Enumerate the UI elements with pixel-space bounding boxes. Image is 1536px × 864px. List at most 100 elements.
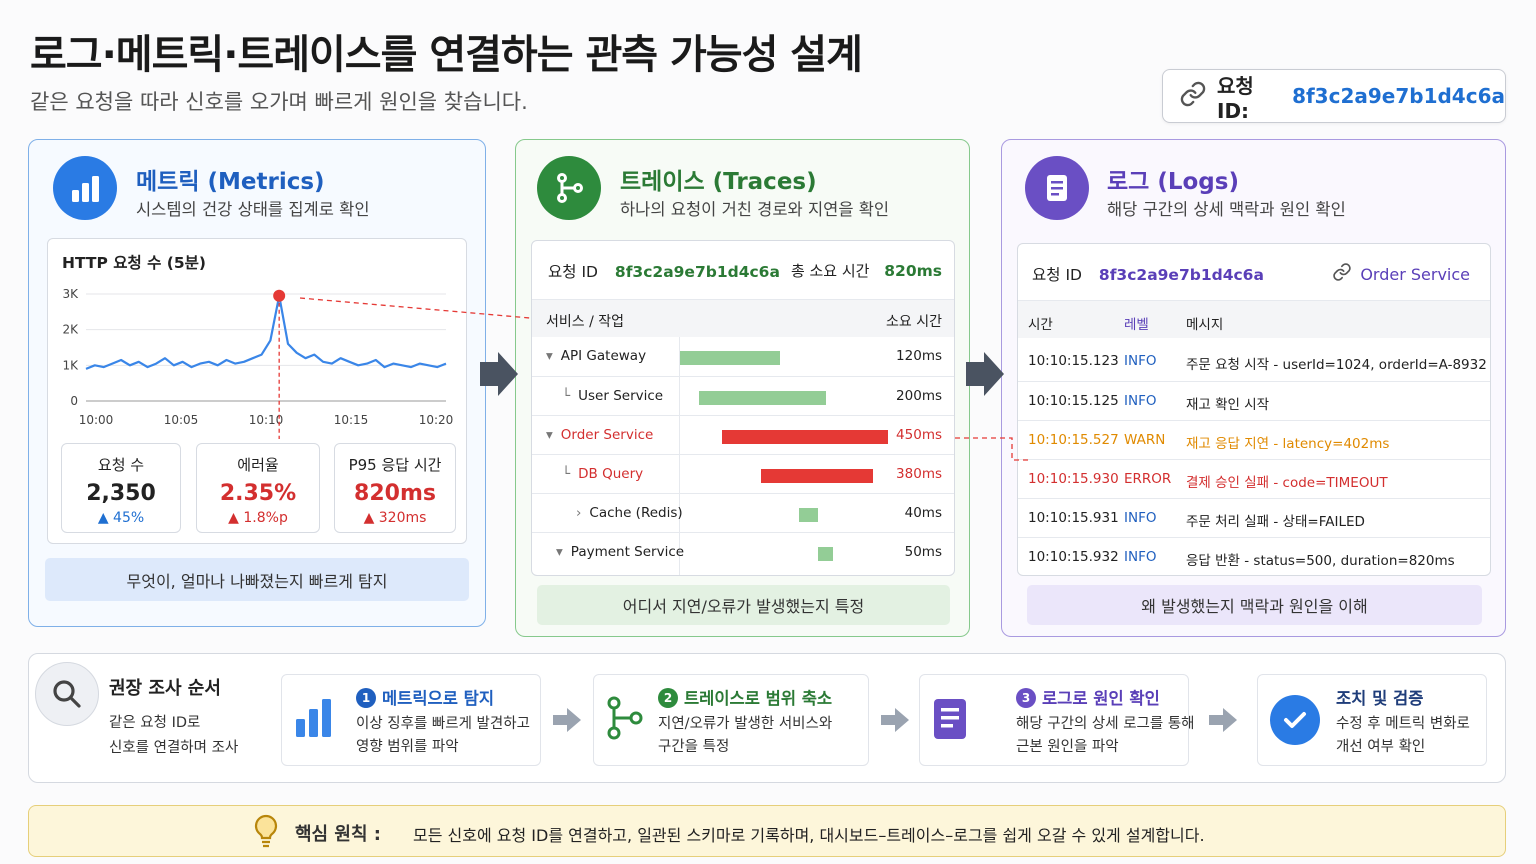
- log-level: ERROR: [1124, 471, 1172, 487]
- log-row[interactable]: 10:10:15.125 INFO 재고 확인 시작: [1018, 381, 1490, 419]
- log-time: 10:10:15.527: [1028, 432, 1119, 448]
- stat-value: 820ms: [354, 481, 436, 506]
- trace-rows: ▾ API Gateway 120ms └ User Service 200ms ▾ Orde…: [532, 337, 954, 577]
- span-expand-icon: ▾: [546, 348, 553, 364]
- trace-span-row[interactable]: › Cache (Redis) 40ms: [532, 493, 954, 531]
- span-duration: 200ms: [896, 388, 942, 404]
- stat-value: 2,350: [86, 481, 156, 506]
- span-name: ▾ API Gateway: [546, 348, 646, 364]
- x-tick-label: 10:05: [164, 413, 199, 427]
- logs-title: 로그 (Logs): [1107, 169, 1239, 195]
- span-bar: [722, 430, 888, 444]
- trace-req-label: 요청 ID: [548, 263, 598, 281]
- span-name: └ User Service: [562, 388, 663, 404]
- log-time: 10:10:15.125: [1028, 393, 1119, 409]
- principle-label: 핵심 원칙 :: [295, 824, 381, 845]
- span-expand-icon: └: [562, 466, 571, 482]
- log-rows: 10:10:15.123 INFO 주문 요청 시작 - userId=1024, …: [1018, 342, 1490, 574]
- request-id-box: 요청 ID: 8f3c2a9e7b1d4c6a: [1162, 69, 1506, 123]
- step-desc: 이상 징후를 빠르게 발견하고: [356, 716, 530, 732]
- span-name: ▾ Payment Service: [556, 544, 684, 560]
- col-message: 메시지: [1186, 317, 1224, 333]
- log-document-icon: [1025, 156, 1089, 220]
- log-message: 결제 승인 실패 - code=TIMEOUT: [1186, 475, 1388, 491]
- log-message: 재고 확인 시작: [1186, 397, 1270, 413]
- log-message: 재고 응답 지연 - latency=402ms: [1186, 436, 1390, 452]
- step-arrow-icon: [1209, 708, 1237, 732]
- chart-title: HTTP 요청 수 (5분): [62, 254, 207, 272]
- principle-banner: 핵심 원칙 : 모든 신호에 요청 ID를 연결하고, 일관된 스키마로 기록하…: [28, 805, 1506, 857]
- stat-delta: ▲ 1.8%p: [228, 510, 288, 526]
- log-row[interactable]: 10:10:15.932 INFO 응답 반환 - status=500, dura…: [1018, 537, 1490, 575]
- step-traces: 2 트레이스로 범위 축소 지연/오류가 발생한 서비스와 구간을 특정: [593, 674, 869, 766]
- log-time: 10:10:15.123: [1028, 353, 1119, 369]
- log-row[interactable]: 10:10:15.931 INFO 주문 처리 실패 - 상태=FAILED: [1018, 498, 1490, 536]
- checkmark-icon: [1270, 695, 1320, 745]
- metrics-title: 메트릭 (Metrics): [136, 169, 325, 195]
- log-table-header: 시간 레벨 메시지: [1018, 300, 1490, 338]
- span-expand-icon: ▾: [556, 544, 563, 560]
- link-icon: [1332, 262, 1352, 286]
- span-bar: [798, 508, 818, 522]
- col-time: 소요 시간: [886, 314, 942, 330]
- span-bar: [760, 469, 873, 483]
- trace-req-id: 8f3c2a9e7b1d4c6a: [614, 263, 780, 281]
- trace-span-row[interactable]: └ DB Query 380ms: [532, 454, 954, 492]
- step-logs: 3 로그로 원인 확인 해당 구간의 상세 로그를 통해 근본 원인을 파악: [919, 674, 1195, 766]
- x-tick-label: 10:20: [419, 413, 454, 427]
- span-name: ▾ Order Service: [546, 427, 653, 443]
- step-title: 로그로 원인 확인: [1042, 689, 1160, 708]
- y-tick-label: 2K: [62, 323, 79, 337]
- page-subtitle: 같은 요청을 따라 신호를 오가며 빠르게 원인을 찾습니다.: [30, 90, 528, 114]
- investigation-desc-2: 신호를 연결하며 조사: [109, 740, 239, 756]
- trace-branch-icon: [537, 156, 601, 220]
- stat-p95: P95 응답 시간 820ms ▲ 320ms: [334, 443, 456, 533]
- log-level: WARN: [1124, 432, 1166, 448]
- span-duration: 40ms: [904, 505, 942, 521]
- span-duration: 120ms: [896, 348, 942, 364]
- metrics-banner: 무엇이, 얼마나 나빠졌는지 빠르게 탐지: [45, 558, 469, 601]
- y-tick-label: 3K: [62, 287, 79, 301]
- service-link[interactable]: Order Service: [1332, 262, 1470, 286]
- log-message: 주문 요청 시작 - userId=1024, orderId=A-8932: [1186, 357, 1487, 373]
- log-req-label: 요청 ID: [1032, 266, 1082, 284]
- span-label: Cache (Redis): [589, 505, 683, 521]
- traces-title: 트레이스 (Traces): [620, 169, 817, 195]
- logs-banner: 왜 발생했는지 맥락과 원인을 이해: [1027, 585, 1482, 625]
- step-title: 메트릭으로 탐지: [382, 689, 495, 708]
- log-time: 10:10:15.931: [1028, 510, 1119, 526]
- request-id-value: 8f3c2a9e7b1d4c6a: [1292, 84, 1505, 108]
- span-bar: [680, 351, 780, 365]
- step-desc: 해당 구간의 상세 로그를 통해: [1016, 716, 1195, 732]
- log-time: 10:10:15.932: [1028, 549, 1119, 565]
- step-desc: 수정 후 메트릭 변화로: [1336, 716, 1470, 732]
- span-expand-icon: ›: [576, 505, 582, 521]
- log-row[interactable]: 10:10:15.527 WARN 재고 응답 지연 - latency=402ms: [1018, 420, 1490, 458]
- stat-label: P95 응답 시간: [348, 456, 442, 474]
- col-service: 서비스 / 작업: [546, 314, 625, 330]
- log-row[interactable]: 10:10:15.930 ERROR 결제 승인 실패 - code=TIMEOUT: [1018, 459, 1490, 497]
- x-tick-label: 10:10: [249, 413, 284, 427]
- trace-span-row[interactable]: ▾ Order Service 450ms: [532, 415, 954, 453]
- log-level: INFO: [1124, 393, 1157, 409]
- log-message: 주문 처리 실패 - 상태=FAILED: [1186, 514, 1365, 530]
- step-arrow-icon: [553, 708, 581, 732]
- step-number: 3: [1016, 688, 1036, 708]
- lightbulb-icon: [251, 813, 281, 855]
- span-duration: 50ms: [904, 544, 942, 560]
- step-desc: 영향 범위를 파악: [356, 739, 459, 755]
- stat-requests: 요청 수 2,350 ▲ 45%: [61, 443, 181, 533]
- log-row[interactable]: 10:10:15.123 INFO 주문 요청 시작 - userId=1024, …: [1018, 342, 1490, 380]
- trace-span-row[interactable]: ▾ Payment Service 50ms: [532, 532, 954, 570]
- metrics-panel: 메트릭 (Metrics) 시스템의 건강 상태를 집계로 확인 HTTP 요청…: [28, 139, 486, 627]
- span-label: Order Service: [560, 427, 654, 443]
- log-req-id: 8f3c2a9e7b1d4c6a: [1098, 266, 1264, 284]
- trace-span-row[interactable]: └ User Service 200ms: [532, 376, 954, 414]
- y-tick-label: 1K: [62, 358, 79, 372]
- trace-span-row[interactable]: ▾ API Gateway 120ms: [532, 337, 954, 375]
- log-level: INFO: [1124, 510, 1157, 526]
- step-desc: 구간을 특정: [658, 739, 730, 755]
- log-message: 응답 반환 - status=500, duration=820ms: [1186, 553, 1455, 569]
- step-number: 2: [658, 688, 678, 708]
- trace-card: 요청 ID 8f3c2a9e7b1d4c6a 총 소요 시간 820ms 서비스…: [531, 240, 955, 576]
